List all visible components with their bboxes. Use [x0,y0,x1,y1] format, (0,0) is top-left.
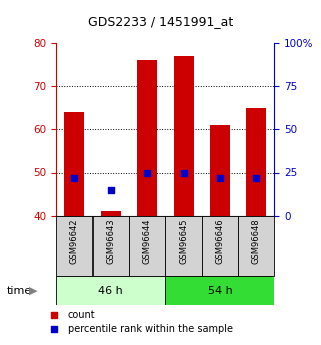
Text: 46 h: 46 h [98,286,123,296]
FancyBboxPatch shape [56,216,92,276]
Point [144,170,150,175]
Text: 54 h: 54 h [207,286,232,296]
Text: GSM96645: GSM96645 [179,218,188,264]
Point [254,175,259,180]
FancyBboxPatch shape [165,276,274,305]
Point [52,326,57,332]
Point [217,175,222,180]
FancyBboxPatch shape [165,216,202,276]
Bar [101,211,121,216]
Text: count: count [68,310,95,320]
FancyBboxPatch shape [202,216,238,276]
Bar [137,60,157,216]
Point [52,313,57,318]
Text: GDS2233 / 1451991_at: GDS2233 / 1451991_at [88,16,233,29]
FancyBboxPatch shape [93,216,129,276]
Text: GSM96648: GSM96648 [252,218,261,264]
Bar [246,108,266,216]
FancyBboxPatch shape [56,276,165,305]
FancyBboxPatch shape [238,216,274,276]
Point [108,187,113,193]
FancyBboxPatch shape [129,216,165,276]
Bar [173,56,194,216]
Text: GSM96642: GSM96642 [70,218,79,264]
Bar [210,125,230,216]
Text: ▶: ▶ [30,286,38,296]
Text: GSM96643: GSM96643 [106,218,115,264]
Text: percentile rank within the sample: percentile rank within the sample [68,324,233,334]
Bar [64,112,84,216]
Point [181,170,186,175]
Text: time: time [6,286,32,296]
Text: GSM96644: GSM96644 [143,218,152,264]
Point [72,175,77,180]
Text: GSM96646: GSM96646 [215,218,224,264]
